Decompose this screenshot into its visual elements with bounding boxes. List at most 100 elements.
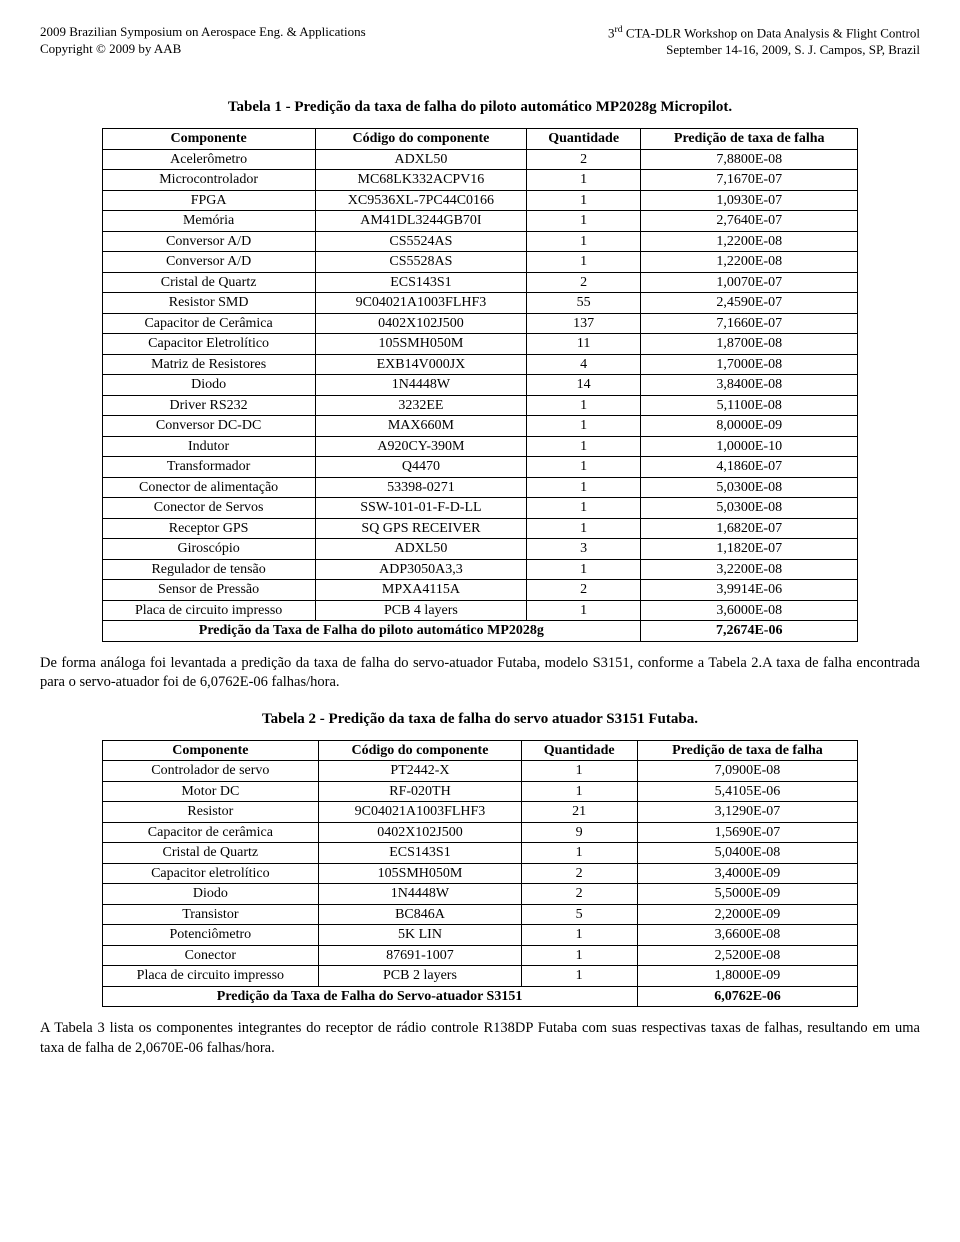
table2-row: Placa de circuito impressoPCB 2 layers11… <box>102 966 858 987</box>
table2-cell: Capacitor de cerâmica <box>102 822 319 843</box>
table1-cell: ADXL50 <box>315 149 527 170</box>
table2-row: Cristal de QuartzECS143S115,0400E-08 <box>102 843 858 864</box>
table1-row: FPGAXC9536XL-7PC44C016611,0930E-07 <box>102 190 858 211</box>
table1-cell: 1 <box>527 457 641 478</box>
table1-cell: 1 <box>527 170 641 191</box>
table1-row: Driver RS2323232EE15,1100E-08 <box>102 395 858 416</box>
table1-row: Matriz de ResistoresEXB14V000JX41,7000E-… <box>102 354 858 375</box>
table1-row: MemóriaAM41DL3244GB70I12,7640E-07 <box>102 211 858 232</box>
table2-cell: 5K LIN <box>319 925 522 946</box>
table1-cell: MAX660M <box>315 416 527 437</box>
table2-cell: Resistor <box>102 802 319 823</box>
table1-cell: 1 <box>527 190 641 211</box>
table1-row: Sensor de PressãoMPXA4115A23,9914E-06 <box>102 580 858 601</box>
table2-row: Resistor9C04021A1003FLHF3213,1290E-07 <box>102 802 858 823</box>
table1-cell: 1 <box>527 498 641 519</box>
table1-cell: Capacitor de Cerâmica <box>102 313 315 334</box>
table1-row: Conversor A/DCS5524AS11,2200E-08 <box>102 231 858 252</box>
table1-cell: 1 <box>527 252 641 273</box>
table1-cell: ADP3050A3,3 <box>315 559 527 580</box>
table1-cell: Placa de circuito impresso <box>102 600 315 621</box>
table1-cell: 1,1820E-07 <box>641 539 858 560</box>
table2-cell: Motor DC <box>102 781 319 802</box>
table1-cell: 8,0000E-09 <box>641 416 858 437</box>
table1-cell: Transformador <box>102 457 315 478</box>
table1-col-componente: Componente <box>102 129 315 150</box>
table1-cell: Sensor de Pressão <box>102 580 315 601</box>
table1-cell: 3,2200E-08 <box>641 559 858 580</box>
table1-cell: 2 <box>527 272 641 293</box>
table1-cell: 1,2200E-08 <box>641 252 858 273</box>
table2-cell: 3,4000E-09 <box>637 863 858 884</box>
table1-cell: 2,4590E-07 <box>641 293 858 314</box>
table1-cell: 105SMH050M <box>315 334 527 355</box>
table1-cell: 3232EE <box>315 395 527 416</box>
table1-cell: 3 <box>527 539 641 560</box>
table1-cell: 5,1100E-08 <box>641 395 858 416</box>
table2-cell: 1 <box>521 781 637 802</box>
table1-cell: ECS143S1 <box>315 272 527 293</box>
paragraph-2: A Tabela 3 lista os componentes integran… <box>40 1019 920 1058</box>
table2-cell: Capacitor eletrolítico <box>102 863 319 884</box>
table1-cell: Driver RS232 <box>102 395 315 416</box>
table1-header-row: Componente Código do componente Quantida… <box>102 129 858 150</box>
table1-cell: 3,8400E-08 <box>641 375 858 396</box>
table2-cell: 7,0900E-08 <box>637 761 858 782</box>
header-left: 2009 Brazilian Symposium on Aerospace En… <box>40 24 366 59</box>
header-right-sup: rd <box>614 24 622 35</box>
table2-cell: 2,2000E-09 <box>637 904 858 925</box>
table2-cell: 0402X102J500 <box>319 822 522 843</box>
table1-cell: 1,0930E-07 <box>641 190 858 211</box>
table2-cell: 5,0400E-08 <box>637 843 858 864</box>
table1-row: Conversor DC-DCMAX660M18,0000E-09 <box>102 416 858 437</box>
table1-cell: Conector de Servos <box>102 498 315 519</box>
table1-cell: MPXA4115A <box>315 580 527 601</box>
table1-cell: Acelerômetro <box>102 149 315 170</box>
table1-cell: Capacitor Eletrolítico <box>102 334 315 355</box>
table1-col-predicao: Predição de taxa de falha <box>641 129 858 150</box>
table2-cell: 21 <box>521 802 637 823</box>
table1-cell: 1,0070E-07 <box>641 272 858 293</box>
table1-cell: 1 <box>527 395 641 416</box>
table1-cell: 1 <box>527 477 641 498</box>
table1-cell: Regulador de tensão <box>102 559 315 580</box>
table2-cell: 105SMH050M <box>319 863 522 884</box>
table2-cell: 2,5200E-08 <box>637 945 858 966</box>
table1-cell: 0402X102J500 <box>315 313 527 334</box>
table1-cell: 1,8700E-08 <box>641 334 858 355</box>
table1-cell: Resistor SMD <box>102 293 315 314</box>
table1-col-quantidade: Quantidade <box>527 129 641 150</box>
table2-cell: PT2442-X <box>319 761 522 782</box>
header-left-line2: Copyright © 2009 by AAB <box>40 41 366 58</box>
table1-cell: 1 <box>527 600 641 621</box>
table2-cell: 1 <box>521 966 637 987</box>
table1-cell: Matriz de Resistores <box>102 354 315 375</box>
table1-cell: EXB14V000JX <box>315 354 527 375</box>
table1-cell: Cristal de Quartz <box>102 272 315 293</box>
table2-cell: 1 <box>521 925 637 946</box>
table2-cell: 1,8000E-09 <box>637 966 858 987</box>
table1-cell: 7,1660E-07 <box>641 313 858 334</box>
table1-cell: Conversor A/D <box>102 252 315 273</box>
table2-summary-label: Predição da Taxa de Falha do Servo-atuad… <box>102 986 637 1007</box>
table2-row: Conector87691-100712,5200E-08 <box>102 945 858 966</box>
table1-cell: CS5524AS <box>315 231 527 252</box>
table2-cell: 1,5690E-07 <box>637 822 858 843</box>
table2-col-codigo: Código do componente <box>319 740 522 761</box>
table2-cell: ECS143S1 <box>319 843 522 864</box>
table2-col-quantidade: Quantidade <box>521 740 637 761</box>
table1-cell: MC68LK332ACPV16 <box>315 170 527 191</box>
table1-cell: A920CY-390M <box>315 436 527 457</box>
table2-row: Diodo1N4448W25,5000E-09 <box>102 884 858 905</box>
table1-cell: 1 <box>527 559 641 580</box>
table2-cell: 2 <box>521 884 637 905</box>
table2-cell: 1 <box>521 945 637 966</box>
table2-row: Motor DCRF-020TH15,4105E-06 <box>102 781 858 802</box>
table2-cell: Controlador de servo <box>102 761 319 782</box>
table1-row: IndutorA920CY-390M11,0000E-10 <box>102 436 858 457</box>
table1-cell: CS5528AS <box>315 252 527 273</box>
table2-cell: 5,5000E-09 <box>637 884 858 905</box>
table1-summary-row: Predição da Taxa de Falha do piloto auto… <box>102 621 858 642</box>
table2-cell: BC846A <box>319 904 522 925</box>
table1-cell: Microcontrolador <box>102 170 315 191</box>
